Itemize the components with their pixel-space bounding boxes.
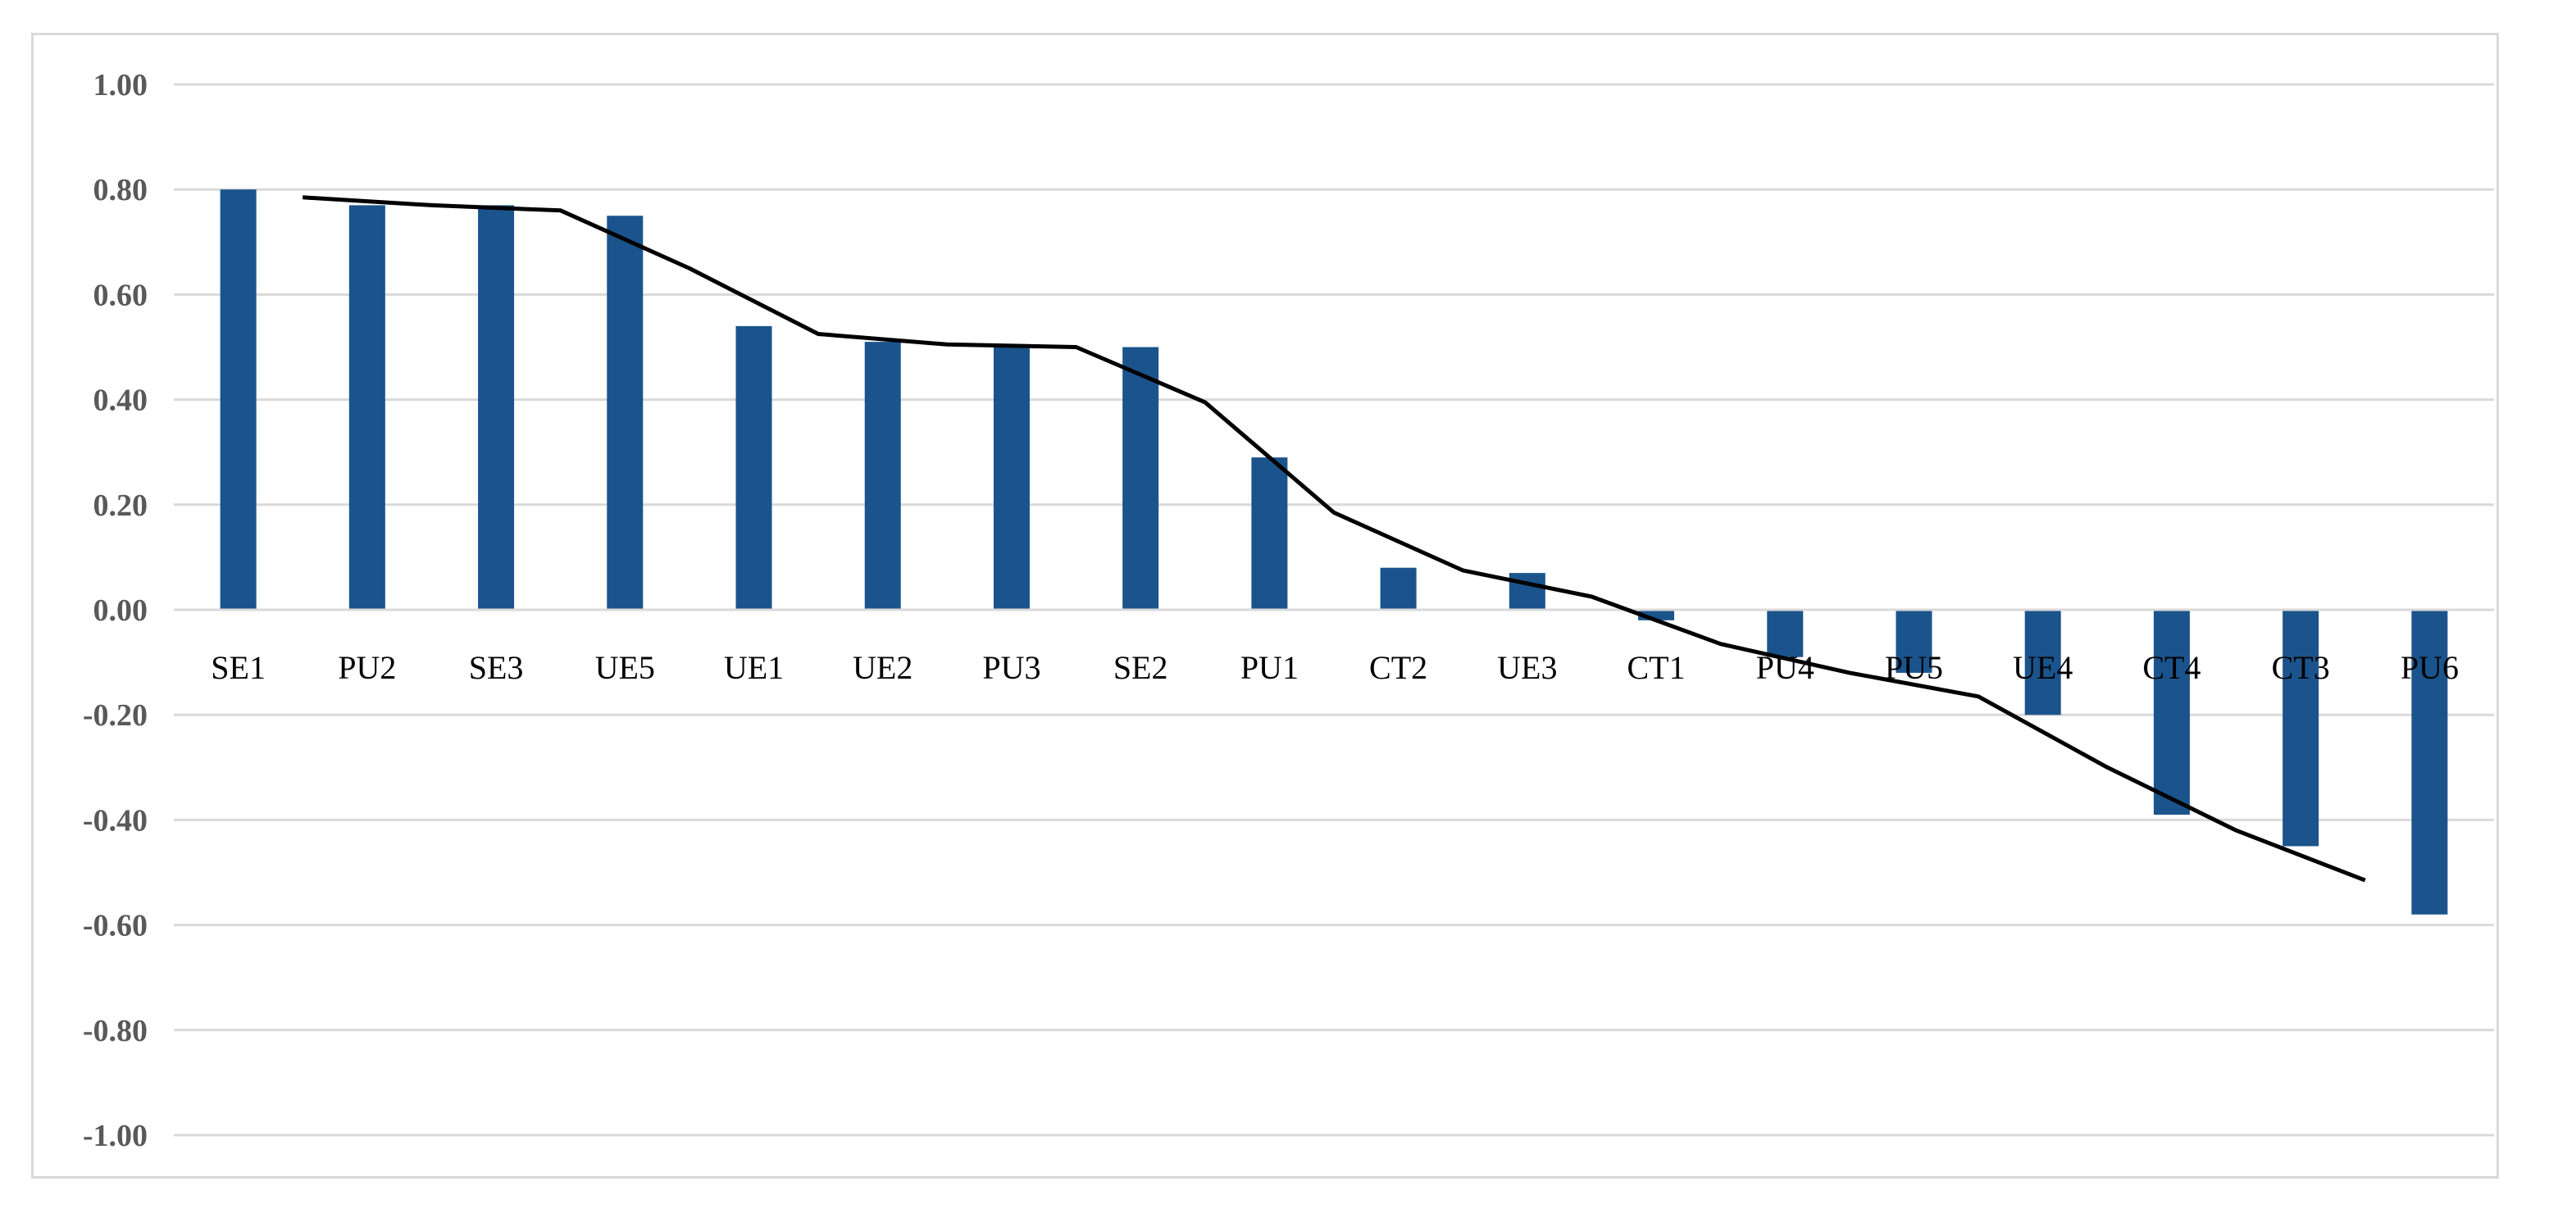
bar-pu3 [993,347,1030,610]
bar-ct3 [2282,610,2319,847]
bar-pu6 [2411,610,2448,915]
y-tick-label: 0.40 [93,384,148,418]
bar-pu2 [348,205,385,610]
y-tick-label: 0.00 [93,593,148,628]
x-tick-label: PU2 [338,649,396,686]
x-tick-label: CT3 [2272,649,2330,686]
x-tick-label: UE5 [595,649,655,686]
y-tick-label: 1.00 [93,68,148,102]
bar-se3 [478,205,515,610]
bar-ue1 [735,325,772,610]
trend-line-layer [303,195,2366,883]
bar-pu4 [1767,610,1804,657]
y-tick-label: -0.60 [83,909,148,943]
x-tick-label: UE4 [2013,649,2073,686]
x-tick-label: UE2 [853,649,913,686]
x-tick-label: CT4 [2142,649,2201,686]
bar-ue4 [2024,610,2061,716]
y-tick-label: -0.40 [83,803,148,838]
x-tick-label: CT1 [1627,649,1685,686]
y-tick-label: -1.00 [83,1119,148,1153]
bar-se2 [1122,347,1159,610]
y-tick-label: -0.80 [83,1014,148,1048]
y-axis-ticks: -1.00 -0.80 -0.60 -0.40 -0.20 0.00 0.20 0.40 0.6… [83,68,148,1153]
bar-ue5 [607,216,644,610]
x-tick-label: CT2 [1369,649,1427,686]
x-tick-label: PU1 [1240,649,1299,686]
y-tick-label: -0.20 [83,698,148,733]
bars [220,189,2448,915]
bar-ue3 [1509,573,1545,610]
bar-pu5 [1896,610,1932,673]
y-tick-label: 0.20 [93,488,148,523]
x-tick-label: SE3 [469,649,524,686]
bar-pu1 [1251,457,1288,610]
bar-ue2 [864,342,901,610]
bar-ct2 [1380,567,1417,610]
y-tick-label: 0.80 [93,173,148,207]
x-tick-label: UE1 [724,649,784,686]
y-tick-label: 0.60 [93,278,148,312]
trend-line [303,195,2366,883]
bar-se1 [220,189,257,610]
x-tick-label: SE2 [1113,649,1168,686]
gridlines [174,83,2494,1137]
x-tick-label: SE1 [211,649,266,686]
bar-ct4 [2153,610,2190,815]
x-tick-label: UE3 [1497,649,1557,686]
x-tick-label: PU3 [982,649,1040,686]
x-axis-ticks: SE1 PU2 SE3 UE5 UE1 UE2 PU3 SE2 PU1 CT2 UE3 CT1 PU4 P… [211,649,2459,686]
x-tick-label: PU6 [2401,649,2459,686]
